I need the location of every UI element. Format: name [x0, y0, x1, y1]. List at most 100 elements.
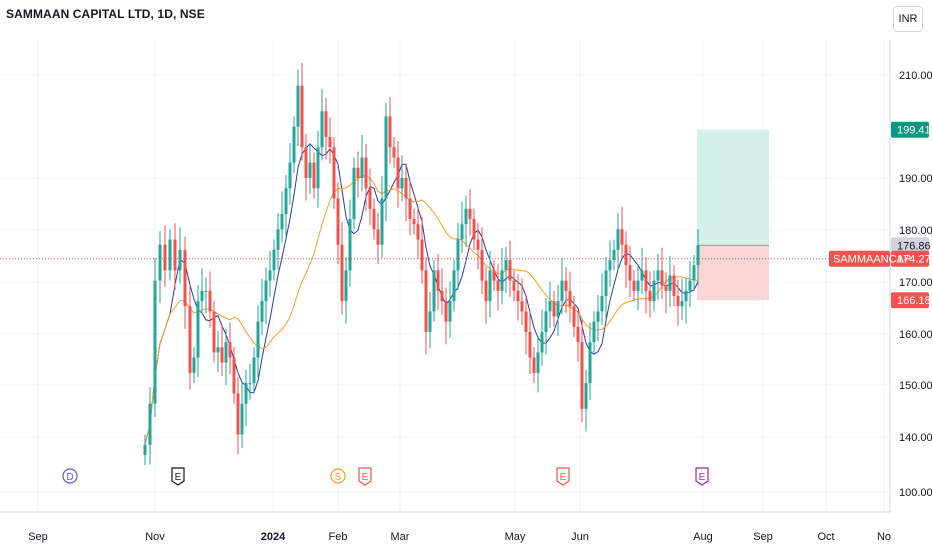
candle [456, 223, 460, 290]
entry-price-tag-label: 176.86 [897, 240, 931, 252]
candle [652, 270, 656, 312]
candle [328, 117, 332, 164]
candle-body [476, 239, 480, 250]
candle-body [540, 331, 544, 353]
candle-body [692, 265, 696, 281]
candle-body [648, 290, 652, 302]
candle-body [296, 85, 300, 127]
candle [448, 281, 452, 339]
candle-body [664, 285, 668, 291]
candle [356, 151, 360, 198]
candle [376, 212, 380, 265]
candle [224, 328, 228, 386]
event-marker-shape [330, 468, 346, 484]
event-marker-earnings[interactable]: E [171, 467, 185, 486]
x-tick-label: Sep [28, 531, 48, 543]
candle [680, 278, 684, 320]
candle-body [173, 239, 177, 271]
candle-body [312, 162, 316, 189]
candle [284, 174, 288, 237]
candle-body [248, 383, 252, 385]
candle-body [260, 301, 264, 322]
candle [308, 143, 312, 195]
candle-body [276, 229, 280, 250]
candle-body [576, 326, 580, 343]
candle-body [420, 239, 424, 271]
candle [676, 279, 680, 326]
event-marker-shape [358, 467, 372, 486]
candle [228, 322, 232, 374]
candle-body [428, 311, 432, 332]
candle [340, 222, 344, 315]
candle-body [440, 290, 444, 302]
symbol-tag-bg [829, 250, 890, 267]
candle-body [208, 290, 212, 312]
candle-body [456, 239, 460, 271]
candle-body [356, 167, 360, 178]
event-marker-shape [171, 467, 185, 486]
candle-body [252, 357, 256, 384]
x-tick-label: May [505, 531, 526, 543]
candle [148, 387, 152, 465]
candle-body [460, 224, 464, 240]
event-marker-shape [556, 467, 570, 486]
candle [216, 330, 220, 372]
entry-price-tag: 176.86 [891, 237, 931, 254]
candle-body [288, 162, 292, 189]
candle [692, 254, 696, 291]
candle [556, 284, 560, 337]
candle [584, 369, 588, 432]
candle [312, 152, 316, 199]
candle-body [372, 208, 376, 230]
candle [173, 223, 177, 290]
candle [660, 247, 664, 300]
candle-body [228, 342, 232, 358]
candle-body [224, 342, 228, 363]
candle [196, 284, 200, 378]
target-price-tag-label: 199.41 [897, 125, 931, 137]
candle [496, 264, 500, 311]
event-marker-earnings[interactable]: E [556, 467, 570, 486]
candle-body [552, 301, 556, 317]
last-price-tag: 174.27 [891, 250, 931, 267]
candle [588, 322, 592, 400]
candle [616, 212, 620, 270]
event-marker-earnings[interactable]: E [695, 467, 709, 486]
candle-body [188, 306, 192, 373]
currency-button[interactable]: INR [893, 6, 923, 32]
x-tick-label: Jun [571, 531, 589, 543]
candle-body [496, 280, 500, 291]
candle-body [216, 347, 220, 353]
candle [388, 96, 392, 164]
candle-body [280, 213, 284, 230]
candle-body [492, 270, 496, 281]
candle [364, 144, 368, 211]
event-marker-shape [62, 468, 78, 484]
candle-body [244, 383, 248, 404]
candle [158, 231, 162, 304]
candle [183, 236, 187, 329]
candle-body [584, 383, 588, 409]
candle [192, 347, 196, 384]
candle-body [636, 280, 640, 291]
candle-body [448, 301, 452, 322]
event-marker-earnings[interactable]: E [358, 467, 372, 486]
candle-body [268, 270, 272, 281]
candle [576, 310, 580, 362]
candle [640, 247, 644, 294]
y-tick-label: 100.00 [899, 487, 932, 499]
event-marker-dividend[interactable]: D [62, 468, 78, 484]
candle-body [412, 219, 416, 225]
candle-body [232, 357, 236, 394]
stop-price-tag-bg [891, 292, 929, 309]
event-marker-split[interactable]: S [330, 468, 346, 484]
candle [380, 175, 384, 259]
candle [336, 182, 340, 265]
candle [528, 312, 532, 374]
candle-body [684, 290, 688, 302]
candle [432, 260, 436, 322]
candle-body [596, 311, 600, 322]
candle [580, 319, 584, 423]
